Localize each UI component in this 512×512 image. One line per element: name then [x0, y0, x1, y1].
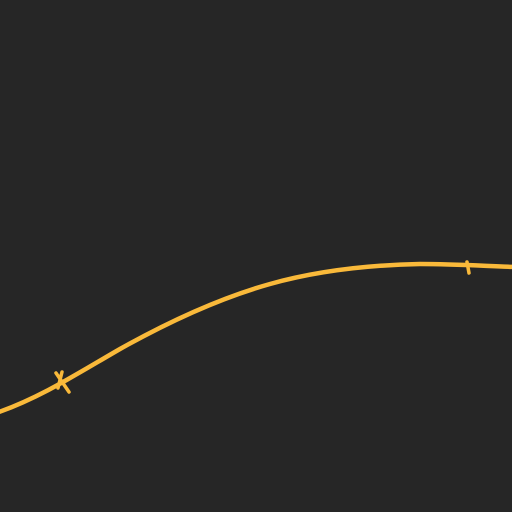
control-point-1-stroke-b — [56, 370, 64, 390]
control-point-2[interactable] — [465, 260, 471, 275]
control-point-1[interactable] — [54, 370, 71, 394]
control-point-2-stroke — [465, 260, 471, 275]
spline-curve[interactable] — [0, 261, 512, 414]
control-point-1-stroke-a — [54, 371, 71, 394]
